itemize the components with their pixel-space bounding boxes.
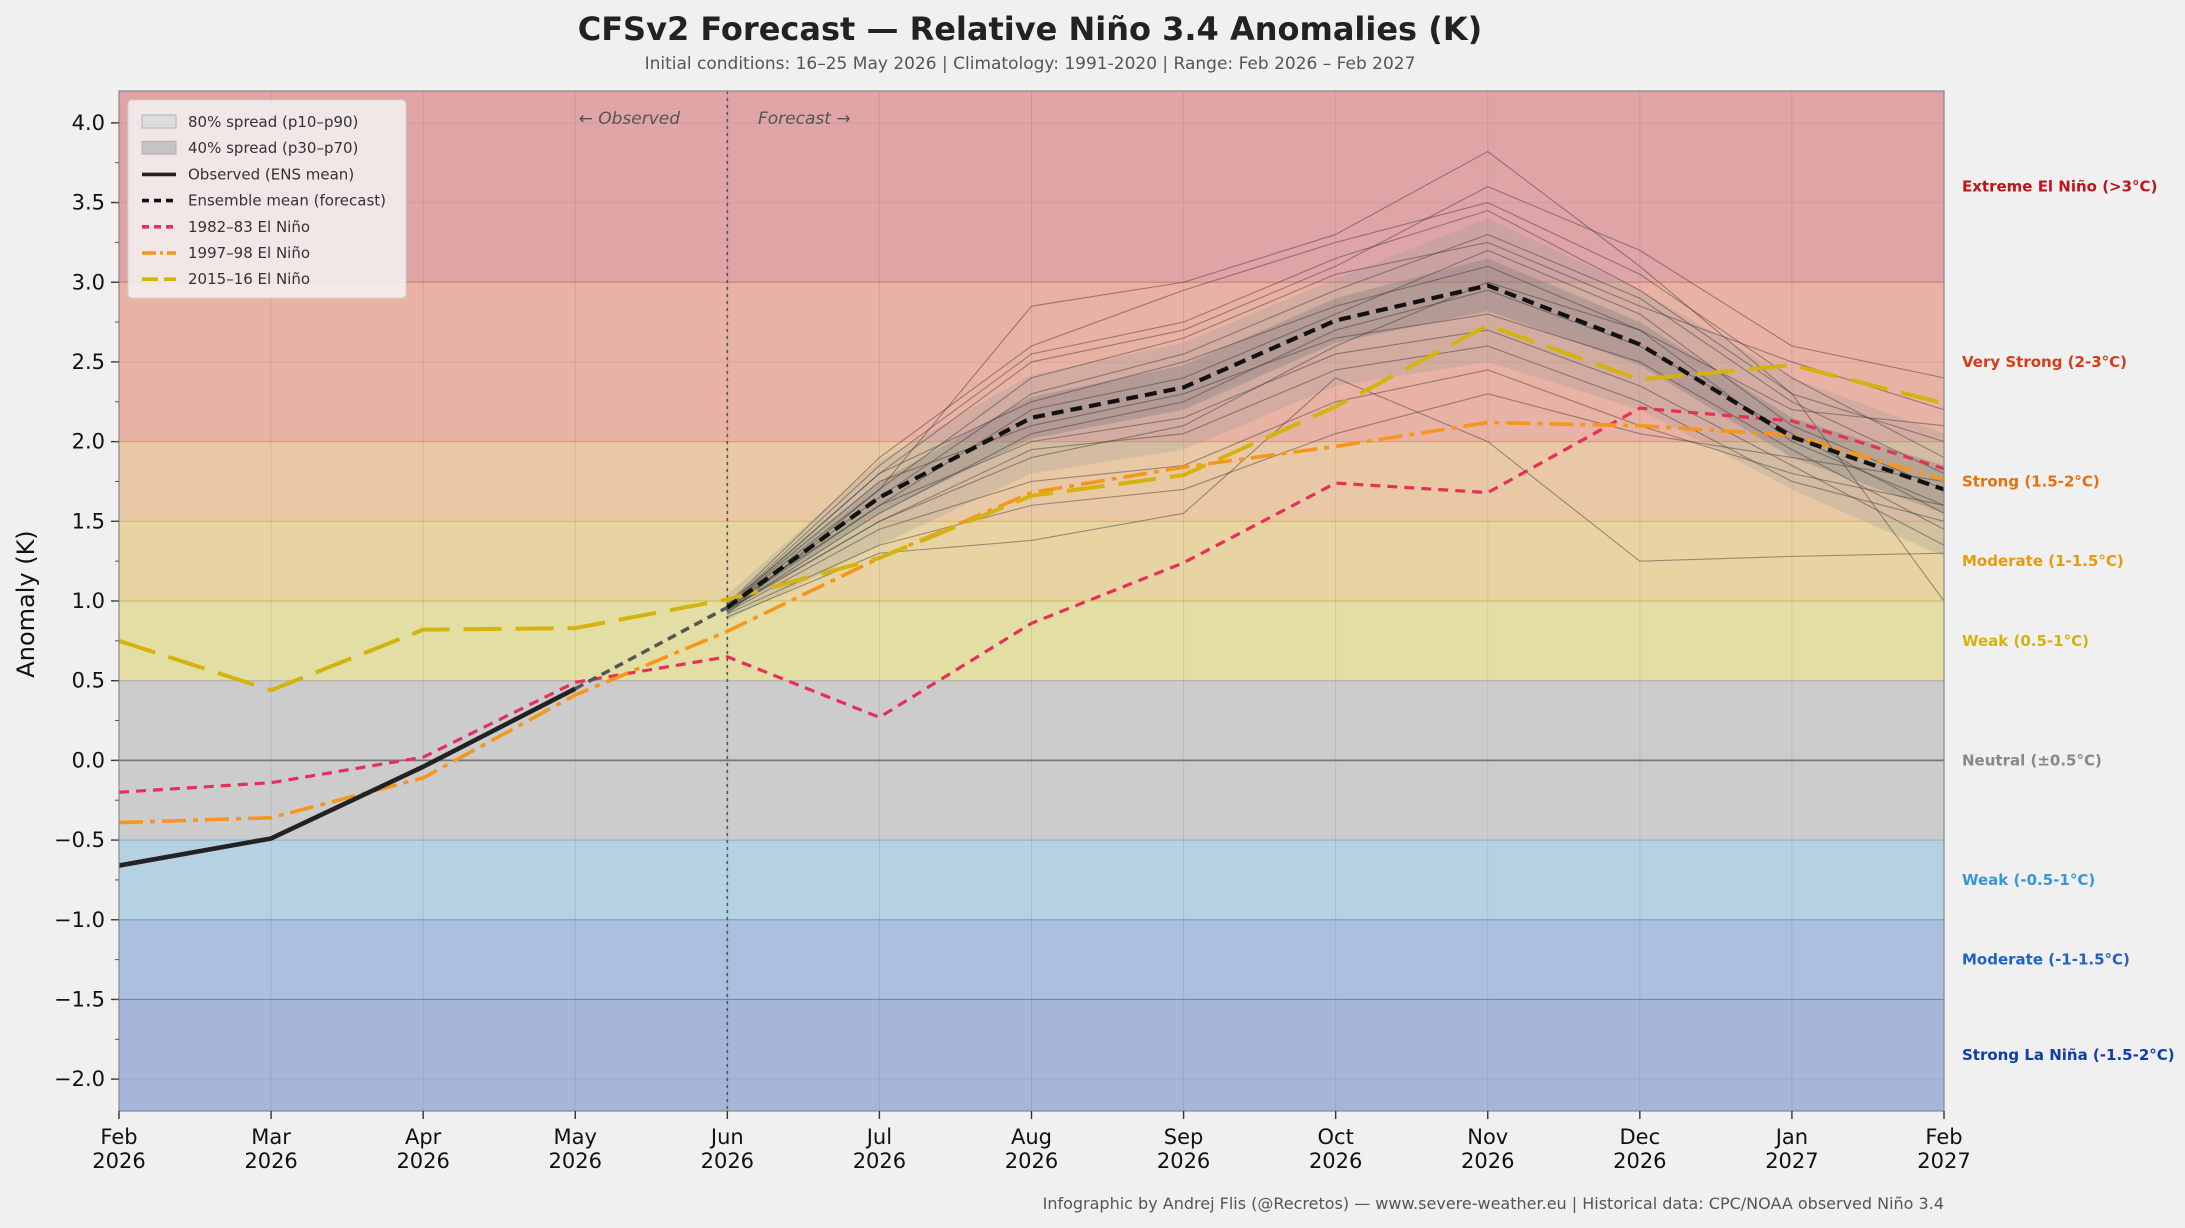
zone-label: Weak (-0.5-1°C) (1962, 871, 2095, 889)
y-tick-label: 3.0 (72, 270, 105, 294)
x-tick-year: 2026 (1309, 1149, 1362, 1173)
x-tick-month: May (554, 1125, 597, 1149)
chart-title: CFSv2 Forecast — Relative Niño 3.4 Anoma… (578, 10, 1483, 48)
x-tick-year: 2026 (853, 1149, 906, 1173)
zone-label: Very Strong (2-3°C) (1962, 353, 2127, 371)
x-tick-year: 2026 (1157, 1149, 1210, 1173)
ensemble-member-line (726, 201, 1945, 605)
legend-label: 1982–83 El Niño (188, 218, 310, 236)
y-tick-label: −1.0 (54, 908, 105, 932)
zone-band (119, 521, 1944, 601)
legend-swatch (141, 114, 177, 129)
observed-annotation: ← Observed (579, 109, 681, 129)
legend-box (127, 99, 407, 299)
y-tick-label: 2.5 (72, 350, 105, 374)
x-tick-month: Mar (251, 1125, 291, 1149)
zone-label: Neutral (±0.5°C) (1962, 751, 2102, 769)
plot-area (118, 90, 1945, 1112)
ensemble-member-line (727, 393, 1945, 615)
forecast-annotation: Forecast → (758, 109, 851, 129)
zone-label: Strong (1.5-2°C) (1962, 472, 2100, 490)
x-tick-month: Aug (1011, 1125, 1052, 1149)
x-tick-year: 2027 (1765, 1149, 1818, 1173)
x-tick-month: Jun (709, 1125, 744, 1149)
legend-label: 2015–16 El Niño (188, 270, 310, 288)
zone-band (119, 840, 1944, 920)
ensemble-member-line (726, 241, 1945, 608)
x-tick-year: 2026 (549, 1149, 602, 1173)
x-tick-month: Feb (1925, 1125, 1962, 1149)
legend-label: Ensemble mean (forecast) (188, 192, 386, 210)
series-line (118, 420, 1945, 825)
ensemble-member-line (727, 377, 1945, 618)
x-tick-month: Apr (405, 1125, 442, 1149)
legend-label: Observed (ENS mean) (188, 165, 354, 183)
ensemble-member-line (727, 369, 1945, 613)
y-tick-label: 1.0 (72, 589, 105, 613)
y-tick-label: 3.5 (72, 191, 105, 215)
legend-swatch (141, 140, 177, 155)
zone-band (119, 919, 1944, 1000)
chart-subtitle: Initial conditions: 16–25 May 2026 | Cli… (645, 54, 1416, 74)
zone-band (119, 282, 1944, 442)
x-tick-year: 2026 (244, 1149, 297, 1173)
zone-label: Weak (0.5-1°C) (1962, 632, 2089, 650)
spread-80-band (727, 218, 1945, 621)
ensemble-member-line (726, 209, 1945, 607)
legend: 80% spread (p10–p90) 40% spread (p30–p70)… (127, 99, 407, 299)
x-tick-month: Nov (1467, 1125, 1508, 1149)
y-tick-label: 2.0 (72, 430, 105, 454)
ensemble-member-line (727, 233, 1945, 610)
ensemble-member-line (726, 313, 1945, 608)
credit-text: Infographic by Andrej Flis (@Recretos) —… (1043, 1194, 1944, 1213)
x-tick-month: Sep (1164, 1125, 1204, 1149)
y-axis-label: Anomaly (K) (12, 530, 40, 677)
y-tick-label: −2.0 (54, 1067, 105, 1091)
zone-band (119, 441, 1944, 522)
ensemble-member-line (726, 265, 1945, 607)
ensemble-member-line (727, 289, 1945, 612)
ensemble-member-line (727, 281, 1945, 610)
ensemble-member-line (727, 345, 1945, 612)
x-tick-year: 2026 (701, 1149, 754, 1173)
legend-label: 40% spread (p30–p70) (188, 139, 358, 157)
y-tick-label: 4.0 (72, 111, 105, 135)
ensemble-member-line (726, 186, 1945, 608)
zone-band (119, 999, 1944, 1111)
series-line (118, 323, 1945, 693)
x-tick-month: Jul (865, 1125, 892, 1149)
zone-label: Moderate (-1-1.5°C) (1962, 951, 2130, 969)
x-tick-month: Dec (1620, 1125, 1661, 1149)
y-tick-label: 0.0 (72, 748, 105, 772)
legend-label: 80% spread (p10–p90) (188, 113, 358, 131)
y-tick-label: −0.5 (54, 828, 105, 852)
zone-label: Moderate (1-1.5°C) (1962, 552, 2124, 570)
x-tick-year: 2026 (396, 1149, 449, 1173)
legend-label: 1997–98 El Niño (188, 244, 310, 262)
zone-label: Strong La Niña (-1.5-2°C) (1962, 1046, 2175, 1064)
zone-band (119, 601, 1944, 681)
y-tick-label: −1.5 (54, 987, 105, 1011)
series-line (118, 686, 577, 868)
x-tick-month: Oct (1318, 1125, 1354, 1149)
x-tick-month: Feb (100, 1125, 137, 1149)
bridge-line (574, 605, 729, 691)
series-line (118, 406, 1945, 794)
ensemble-member-line (727, 329, 1945, 610)
x-tick-year: 2027 (1917, 1149, 1970, 1173)
x-tick-month: Jan (1774, 1125, 1808, 1149)
x-tick-year: 2026 (1461, 1149, 1514, 1173)
ensemble-member-line (726, 150, 1945, 615)
zone-band (119, 91, 1944, 283)
x-tick-year: 2026 (1613, 1149, 1666, 1173)
y-tick-label: 0.5 (72, 669, 105, 693)
spread-40-band (727, 258, 1945, 613)
x-tick-year: 2026 (92, 1149, 145, 1173)
x-tick-year: 2026 (1005, 1149, 1058, 1173)
zone-label: Extreme El Niño (>3°C) (1962, 178, 2157, 196)
y-tick-label: 1.5 (72, 509, 105, 533)
ensemble-member-line (727, 249, 1945, 607)
